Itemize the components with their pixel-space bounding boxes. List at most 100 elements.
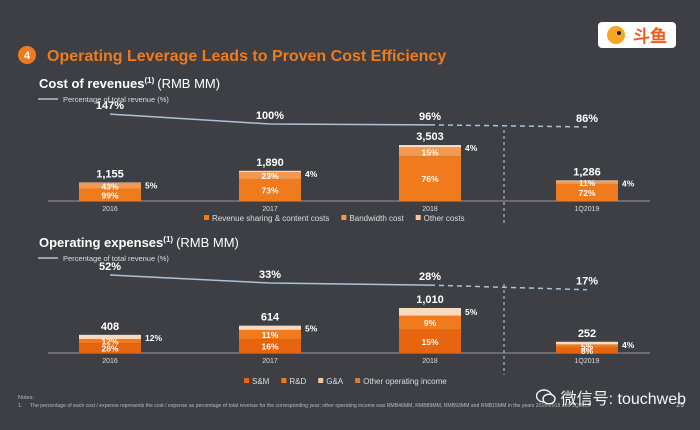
chart1-bar-revenue-sharing — [399, 156, 461, 201]
chart1-pct-label: 147% — [96, 100, 124, 112]
chart2-bar-sm — [399, 329, 461, 353]
chart1-seg-label: 15% — [421, 147, 438, 157]
chart2-seg-label: 12% — [145, 333, 162, 343]
chart2-legend-swatch — [244, 378, 249, 383]
chart2-pct-line-solid — [109, 274, 431, 286]
chart2-category-label: 2017 — [262, 358, 278, 365]
footnote-text: The percentage of each cost / expense re… — [30, 403, 590, 409]
chart2-bar-rd — [239, 329, 301, 340]
chart2-seg-label: 8% — [581, 346, 594, 356]
chart2-bar-rd — [399, 315, 461, 330]
chart1-legend-swatch — [415, 215, 421, 220]
chart2-legend-swatch — [318, 378, 324, 383]
chart2-pct-line-dashed — [429, 284, 588, 291]
douyu-logo: 斗鱼 — [598, 22, 676, 48]
logo-text: 斗鱼 — [633, 26, 667, 46]
section-number: 4 — [24, 50, 31, 62]
chart1-title: Cost of revenues(1) (RMB MM) — [39, 76, 220, 91]
chart2-seg-label: 4% — [622, 340, 635, 350]
slide-title: Operating Leverage Leads to Proven Cost … — [47, 48, 446, 65]
chart2-category-label: 1Q2019 — [575, 358, 600, 365]
chart2-bar-ga — [79, 334, 141, 340]
chart2-category-label: 2016 — [102, 358, 118, 365]
chart1-bar-other-costs — [556, 180, 618, 182]
chart1-bar-bandwidth — [556, 181, 618, 184]
chart2-legend-label: R&D — [289, 377, 306, 386]
chart2-category-label: 2018 — [422, 358, 438, 365]
chart2-seg-label: 5% — [581, 342, 594, 352]
chart1-category-label: 2018 — [422, 206, 438, 213]
chart2-legend-swatch — [355, 378, 361, 383]
chart2-pct-label: 17% — [576, 276, 598, 288]
chart1-pct-label: 86% — [576, 113, 598, 125]
chart2-total-label: 408 — [101, 321, 119, 333]
chart1-bar-revenue-sharing — [239, 178, 301, 201]
chart2-bar-sm — [239, 339, 301, 353]
chart1-bar-revenue-sharing — [556, 183, 618, 201]
chart2-seg-label: 11% — [262, 330, 279, 340]
chart1-seg-label: 72% — [578, 188, 595, 198]
chart1-seg-label: 5% — [145, 181, 158, 191]
chart1-pct-line-dashed — [429, 124, 588, 128]
chart1-total-label: 3,503 — [416, 131, 444, 143]
section-number-badge — [18, 46, 36, 64]
chart2-seg-label: 16% — [261, 342, 278, 352]
chart2-bar-sm — [556, 347, 618, 353]
chart2-seg-label: 5% — [305, 324, 318, 334]
chart2-seg-label: 12% — [101, 337, 118, 347]
chart1-bar-other-costs — [239, 170, 301, 172]
mascot-eye-icon — [617, 31, 621, 35]
chart1-seg-label: 11% — [579, 178, 596, 188]
chart2-operating-expenses: 52%33% 28% 17%28%12% 12%408201616%11%5%6142… — [48, 261, 650, 386]
chart2-legend-swatch — [281, 378, 287, 383]
chart2-total-label: 1,010 — [416, 294, 444, 306]
chart1-legend-label: Other costs — [424, 214, 465, 223]
chart2-seg-label: 28% — [101, 344, 118, 354]
chart1-total-label: 1,155 — [96, 169, 124, 181]
chart1-total-label: 1,286 — [573, 166, 601, 178]
page-number: 29 — [676, 402, 684, 409]
chart1-bar-bandwidth — [239, 171, 301, 179]
chart1-pct-label: 96% — [419, 111, 441, 123]
chart2-legend-label: S&M — [252, 377, 270, 386]
footnote-number: 1. — [18, 403, 22, 409]
chart2-bar-ga — [556, 341, 618, 345]
chart1-category-label: 1Q2019 — [575, 206, 600, 213]
chart1-bar-revenue-sharing — [79, 188, 141, 201]
chart1-legend-label: Revenue sharing & content costs — [212, 214, 329, 223]
chart1-seg-label: 4% — [305, 169, 318, 179]
chart1-bar-bandwidth — [399, 147, 461, 157]
chart2-bar-rd — [79, 339, 141, 344]
chart1-category-label: 2017 — [262, 206, 278, 213]
chart1-category-label: 2016 — [102, 206, 118, 213]
chart1-seg-label: 99% — [101, 190, 118, 200]
wechat-id: 微信号: touchweb — [560, 391, 686, 408]
chart1-pct-label: 100% — [256, 110, 284, 122]
chart1-pct-line-solid — [109, 113, 431, 126]
chart1-seg-label: 43% — [101, 181, 118, 191]
chart1-legend-swatch — [204, 215, 209, 220]
chart2-seg-label: 15% — [421, 337, 438, 347]
chart1-seg-label: 4% — [465, 143, 478, 153]
chart1-legend-label: Bandwidth cost — [349, 214, 404, 223]
chart2-total-label: 252 — [578, 328, 596, 340]
chart2-pct-label: 28% — [419, 271, 441, 283]
wechat-icon — [535, 389, 556, 405]
chart2-seg-label: 5% — [465, 307, 478, 317]
wechat-watermark: 微信号: touchweb — [535, 385, 686, 409]
chart2-seg-label: 9% — [424, 318, 437, 328]
chart1-bar-bandwidth — [79, 183, 141, 189]
chart1-legend-swatch — [341, 215, 347, 220]
chart2-title: Operating expenses(1) (RMB MM) — [39, 235, 239, 250]
chart2-pct-label: 33% — [259, 269, 281, 281]
chart1-seg-label: 23% — [261, 171, 278, 181]
chart2-bar-ga — [239, 325, 301, 330]
chart2-bar-rd — [556, 344, 618, 348]
chart2-legend-label: Other operating income — [363, 377, 447, 386]
chart2-pct-label: 52% — [99, 261, 121, 273]
chart1-bar-other-costs — [79, 182, 141, 184]
chart2-bar-ga — [399, 308, 461, 316]
chart1-seg-label: 4% — [622, 178, 635, 188]
notes-label: Notes: — [18, 395, 34, 401]
